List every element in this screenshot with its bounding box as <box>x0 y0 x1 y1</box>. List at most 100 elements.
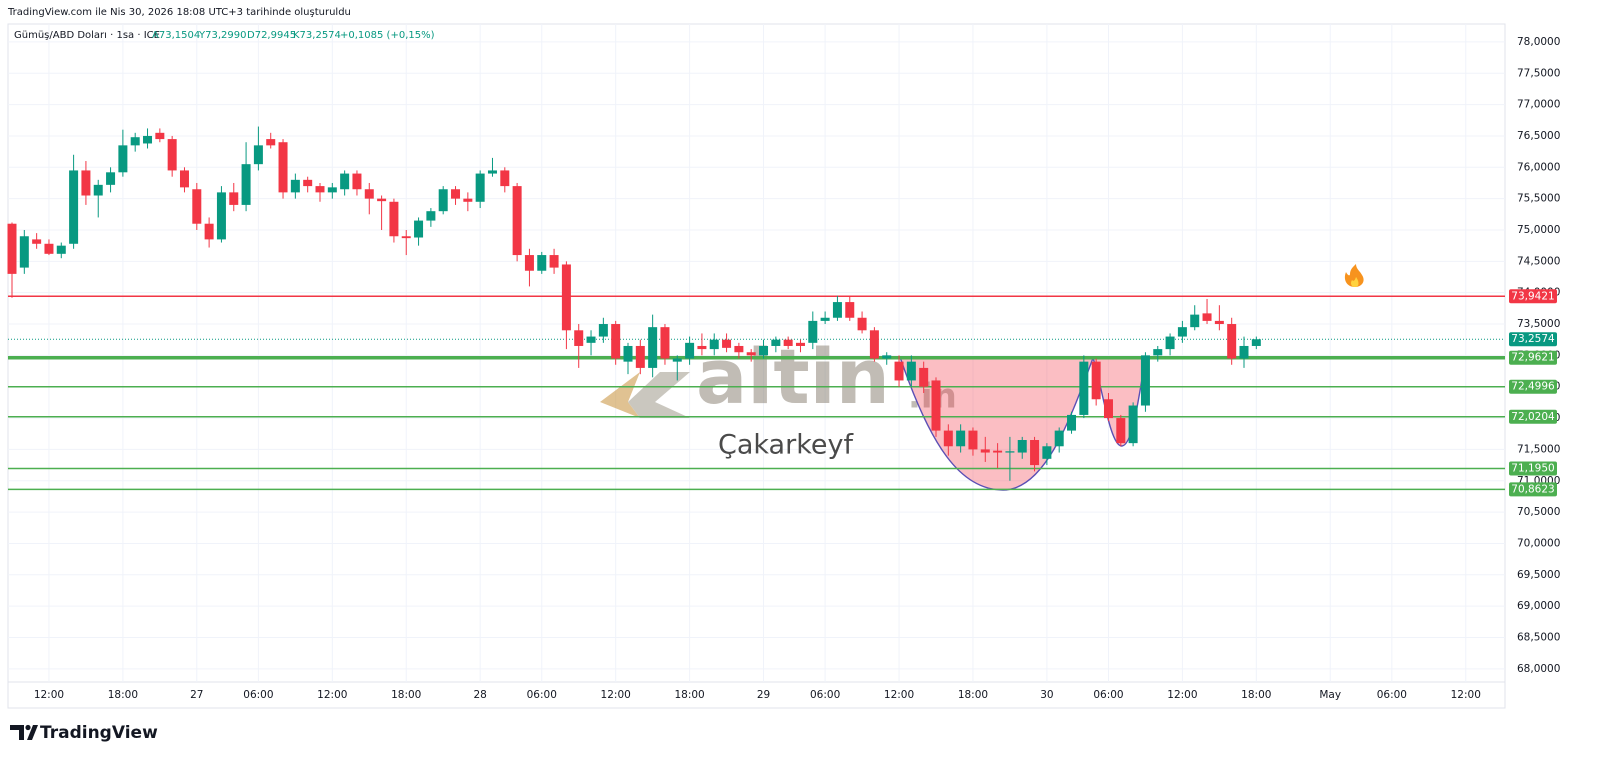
candle-body <box>81 170 91 196</box>
candle-body <box>1128 405 1138 444</box>
candle-body <box>956 430 966 447</box>
candle-body <box>69 170 79 244</box>
candle-body <box>1190 314 1200 328</box>
tv-logo: TradingView <box>40 723 158 743</box>
candle-body <box>648 327 658 368</box>
candle-body <box>167 139 177 171</box>
candle-body <box>1116 418 1126 444</box>
legend-close: K73,2574 <box>293 30 341 41</box>
price-tag <box>1509 461 1557 476</box>
candle-body <box>1251 339 1261 346</box>
candle-body <box>968 430 978 450</box>
candle-body <box>155 132 165 140</box>
y-tick-label: 68,0000 <box>1517 663 1560 675</box>
candle-body <box>808 320 818 343</box>
watermark-author: Çakarkeyf <box>718 430 854 461</box>
candle-body <box>93 184 103 196</box>
candle-body <box>1214 320 1224 325</box>
candle-body <box>290 179 300 193</box>
y-tick-label: 71,5000 <box>1517 443 1560 455</box>
candle-body <box>414 220 424 238</box>
candle-body <box>229 192 239 205</box>
candle-body <box>44 243 54 254</box>
y-tick-label: 70,5000 <box>1517 506 1560 518</box>
candle-body <box>377 198 387 202</box>
x-tick-label: 06:00 <box>243 689 273 701</box>
y-tick-label: 75,5000 <box>1517 193 1560 205</box>
price-tag-label: 72,4996 <box>1511 381 1555 393</box>
axes: 68,0000 68,5000 69,0000 69,5000 70,0000 70,50… <box>34 36 1561 701</box>
price-tag <box>1509 409 1557 424</box>
legend-change: +0,1085 (+0,15%) <box>340 30 435 41</box>
legend-high: Y73,2990 <box>198 30 246 41</box>
candle-body <box>7 223 17 274</box>
candle-body <box>487 170 497 174</box>
y-tick-label: 70,0000 <box>1517 537 1560 549</box>
candle-body <box>1239 345 1249 359</box>
candle-body <box>401 236 411 239</box>
candle-body <box>438 189 448 212</box>
created-note: TradingView.com ile Nis 30, 2026 18:08 U… <box>7 7 351 18</box>
candle-body <box>611 324 621 359</box>
candle-body <box>1017 440 1027 453</box>
price-tag-label: 71,1950 <box>1511 463 1554 475</box>
y-tick-label: 73,5000 <box>1517 318 1560 330</box>
candle-body <box>327 187 337 193</box>
candle-body <box>32 239 42 244</box>
candle-body <box>734 345 744 353</box>
watermark-logo <box>628 372 690 418</box>
candle-body <box>771 339 781 346</box>
candle-body <box>143 135 153 144</box>
candle-body <box>894 361 904 381</box>
candle-body <box>512 186 522 256</box>
candle-body <box>1202 313 1212 321</box>
candle-body <box>179 170 189 188</box>
x-tick-label: 29 <box>757 689 770 701</box>
watermark-logo <box>600 372 640 418</box>
candle-body <box>303 179 313 187</box>
candle-body <box>561 264 571 331</box>
candle-body <box>19 236 29 268</box>
x-tick-label: 18:00 <box>1241 689 1271 701</box>
tv-logo-dot <box>25 724 31 731</box>
candle-body <box>118 145 128 173</box>
price-tag-label: 72,9621 <box>1511 352 1554 364</box>
price-tag-label: 73,2574 <box>1511 333 1555 345</box>
candle-body <box>1177 327 1187 337</box>
candle-body <box>1103 399 1113 419</box>
candle-body <box>524 255 534 271</box>
y-tick-label: 76,5000 <box>1517 130 1560 142</box>
x-tick-label: 12:00 <box>601 689 631 701</box>
candle-body <box>463 198 473 202</box>
x-tick-label: 28 <box>473 689 486 701</box>
candle-body <box>832 302 842 318</box>
y-tick-label: 75,0000 <box>1517 224 1560 236</box>
candle-body <box>537 255 547 271</box>
legend-low: D72,9945 <box>247 30 296 41</box>
candle-body <box>709 339 719 350</box>
y-tick-label: 77,5000 <box>1517 67 1560 79</box>
levels <box>8 295 1505 491</box>
candle-body <box>549 255 559 268</box>
price-tag <box>1509 289 1557 304</box>
legend-open: A73,1504 <box>152 30 200 41</box>
candle-body <box>192 189 202 224</box>
candle-body <box>943 430 953 447</box>
x-tick-label: 06:00 <box>810 689 840 701</box>
candle-body <box>746 352 756 356</box>
x-tick-label: 12:00 <box>34 689 64 701</box>
candle-body <box>857 317 867 331</box>
x-tick-label: 18:00 <box>958 689 988 701</box>
candle-body <box>919 367 929 387</box>
x-tick-label: 12:00 <box>1167 689 1197 701</box>
candle-body <box>845 302 855 318</box>
x-tick-label: 18:00 <box>108 689 138 701</box>
candle-body <box>882 355 892 359</box>
candle-body <box>623 345 633 362</box>
candle-body <box>795 342 805 346</box>
fire-icon <box>1344 264 1364 287</box>
candle-body <box>759 345 769 356</box>
candle-body <box>204 223 214 240</box>
y-tick-label: 77,0000 <box>1517 99 1560 111</box>
